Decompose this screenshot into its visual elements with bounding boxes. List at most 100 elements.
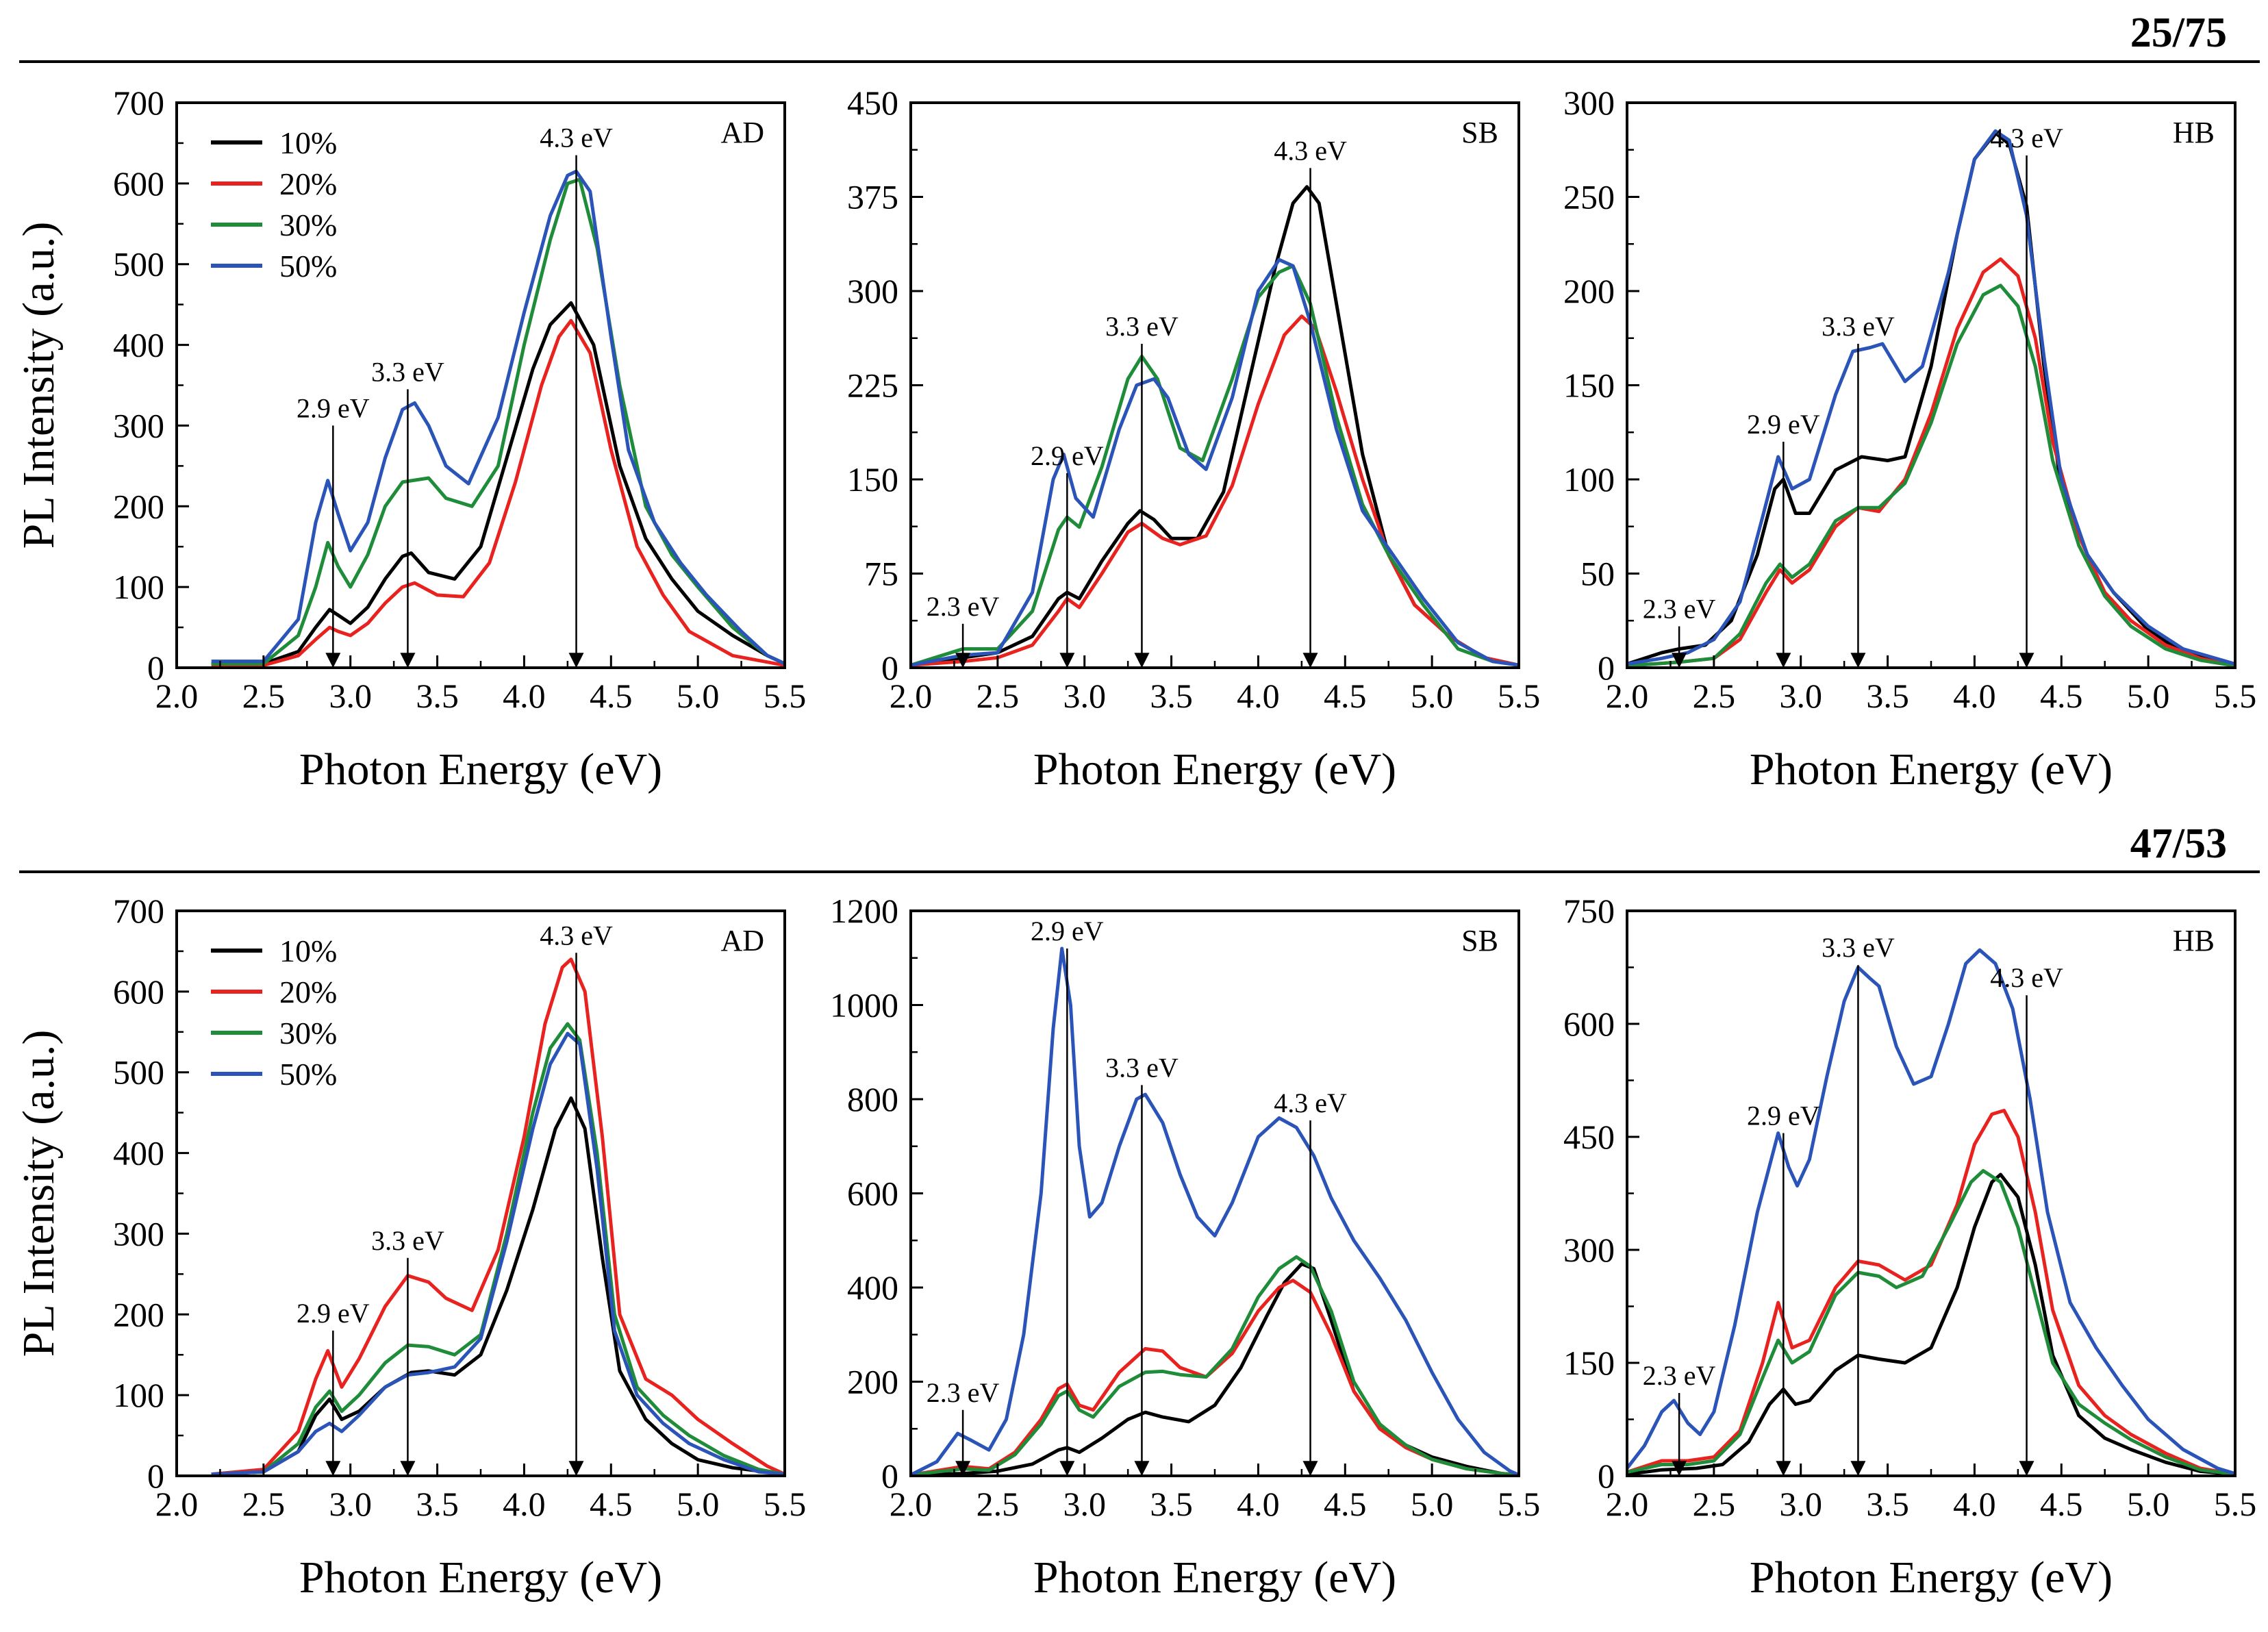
legend-label: 10% (279, 933, 337, 968)
annotation-label: 2.9 eV (1031, 916, 1104, 946)
plot-frame (909, 101, 1520, 669)
series-line-10pct (211, 301, 785, 666)
x-tick-label: 5.5 (2214, 1485, 2257, 1523)
y-tick-label: 500 (113, 245, 164, 284)
x-tick-label: 2.0 (890, 677, 933, 715)
annotation-label: 4.3 eV (540, 920, 613, 951)
annotation-label: 3.3 eV (1822, 311, 1895, 342)
chart-panel-4: 2.9 eV 3.3 eV 4.3 eV 2.0 2.5 3.0 3.5 4.0 4.5 5.0 5… (14, 892, 806, 1603)
y-tick-label: 700 (113, 892, 164, 930)
y-tick-label: 750 (1563, 892, 1615, 930)
y-tick-label: 200 (113, 1295, 164, 1333)
annotation-label: 4.3 eV (1274, 1088, 1347, 1118)
series-line-10pct (1627, 1172, 2235, 1476)
y-tick-label: 500 (113, 1053, 164, 1092)
y-tick-label: 0 (881, 1457, 898, 1495)
plot-frame (1626, 101, 2236, 669)
y-tick-label: 700 (113, 84, 164, 122)
series-line-50pct (1627, 948, 2235, 1476)
x-tick-label: 3.0 (1063, 677, 1106, 715)
x-tick-label: 2.5 (1693, 677, 1736, 715)
annotation-label: 2.9 eV (1747, 1101, 1820, 1131)
y-tick-label: 0 (1598, 649, 1615, 687)
y-tick-label: 100 (1563, 460, 1615, 499)
x-axis-label: Photon Energy (eV) (1033, 1553, 1396, 1603)
group-label: 25/75 (2130, 10, 2227, 56)
x-tick-label: 3.0 (329, 1485, 372, 1523)
chart-panel-2: 2.3 eV 2.9 eV 3.3 eV 4.3 eV 2.0 2.5 3.0 3.5 4.0 4… (847, 84, 1540, 794)
x-tick-label: 4.0 (1953, 1485, 1996, 1523)
y-tick-label: 600 (1563, 1005, 1615, 1043)
y-tick-label: 0 (1598, 1457, 1615, 1495)
annotation-label: 2.3 eV (927, 1377, 1000, 1408)
x-axis-label: Photon Energy (eV) (1750, 1553, 2113, 1603)
panel-label: HB (2173, 116, 2215, 149)
x-tick-label: 5.5 (1498, 677, 1541, 715)
series-line-10pct (1627, 131, 2235, 666)
y-tick-label: 1000 (830, 986, 898, 1025)
x-tick-label: 4.0 (1237, 677, 1280, 715)
plot-frame (909, 909, 1520, 1477)
series-line-10pct (211, 1096, 785, 1476)
series-line-20pct (211, 318, 785, 667)
y-tick-label: 200 (1563, 272, 1615, 310)
y-tick-label: 400 (113, 326, 164, 364)
series-line-30pct (911, 264, 1519, 667)
x-tick-label: 2.5 (1693, 1485, 1736, 1523)
series-line-30pct (1627, 284, 2235, 668)
series-line-50pct (211, 1031, 785, 1476)
annotation-label: 2.9 eV (297, 392, 370, 423)
series-line-30pct (211, 177, 785, 666)
x-tick-label: 3.5 (1150, 677, 1193, 715)
annotation-label: 2.3 eV (1643, 1360, 1716, 1391)
series-line-20pct (911, 1279, 1519, 1476)
x-tick-label: 4.0 (503, 677, 546, 715)
y-axis-label: PL Intensity (a.u.) (14, 222, 64, 549)
legend-label: 30% (279, 208, 337, 242)
y-tick-label: 150 (1563, 366, 1615, 405)
series-line-50pct (911, 946, 1519, 1476)
y-tick-label: 50 (1580, 555, 1615, 593)
y-tick-label: 300 (847, 272, 898, 310)
annotation-label: 3.3 eV (1105, 1052, 1179, 1083)
panel-label: SB (1461, 116, 1498, 149)
annotation-label: 3.3 eV (1822, 932, 1895, 963)
y-tick-label: 800 (847, 1080, 898, 1118)
annotation-label: 2.9 eV (1031, 440, 1104, 471)
x-axis-label: Photon Energy (eV) (299, 1553, 662, 1603)
x-tick-label: 3.0 (1779, 1485, 1822, 1523)
x-tick-label: 4.5 (590, 1485, 633, 1523)
x-tick-label: 3.5 (416, 1485, 459, 1523)
annotation-label: 3.3 eV (1105, 311, 1179, 342)
series-line-30pct (211, 1022, 785, 1476)
annotation-label: 2.3 eV (1643, 594, 1716, 625)
plot-frame (175, 909, 786, 1477)
x-tick-label: 3.0 (329, 677, 372, 715)
legend-label: 30% (279, 1016, 337, 1051)
x-tick-label: 4.5 (1324, 677, 1367, 715)
x-tick-label: 5.0 (1411, 677, 1454, 715)
x-tick-label: 4.0 (1953, 677, 1996, 715)
x-tick-label: 2.0 (1606, 1485, 1649, 1523)
x-tick-label: 5.5 (1498, 1485, 1541, 1523)
x-tick-label: 2.5 (977, 677, 1020, 715)
x-tick-label: 2.5 (977, 1485, 1020, 1523)
panel-label: HB (2173, 924, 2215, 957)
y-tick-label: 225 (847, 366, 898, 405)
x-tick-label: 2.0 (155, 1485, 199, 1523)
x-tick-label: 3.5 (1866, 1485, 1909, 1523)
x-tick-label: 2.0 (1606, 677, 1649, 715)
annotation-label: 4.3 eV (1274, 135, 1347, 166)
x-tick-label: 3.0 (1063, 1485, 1106, 1523)
series-line-20pct (1627, 257, 2235, 668)
y-tick-label: 250 (1563, 178, 1615, 216)
legend-label: 20% (279, 166, 337, 201)
annotation-label: 4.3 eV (1990, 962, 2063, 993)
y-axis-label: PL Intensity (a.u.) (14, 1030, 64, 1357)
x-tick-label: 4.0 (503, 1485, 546, 1523)
y-tick-label: 300 (1563, 84, 1615, 122)
annotation-label: 2.9 eV (1747, 409, 1820, 440)
y-tick-label: 100 (113, 1376, 164, 1414)
y-tick-label: 150 (1563, 1344, 1615, 1382)
